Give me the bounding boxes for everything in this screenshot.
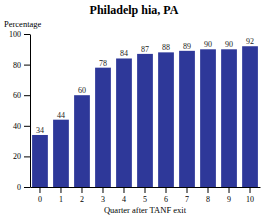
x-tick-label: 1 (59, 195, 63, 204)
data-label: 90 (204, 40, 212, 49)
x-tick: 10 (246, 187, 254, 204)
bar (74, 95, 90, 187)
y-axis: 0 20 40 60 80 100 (9, 30, 31, 192)
y-tick-label: 0 (17, 183, 21, 192)
x-tick-label: 9 (227, 195, 231, 204)
x-tick-mark (229, 187, 230, 193)
y-tick-label: 20 (13, 152, 21, 161)
y-tick-label: 40 (13, 122, 21, 131)
x-tick-mark (102, 187, 103, 193)
x-tick-mark (60, 187, 61, 193)
x-tick-label: 3 (101, 195, 105, 204)
chart: 3444607884878889909092012345678910020406… (0, 0, 268, 219)
data-label: 90 (225, 40, 233, 49)
bar (116, 58, 132, 187)
data-label: 60 (78, 86, 86, 95)
x-tick-label: 10 (246, 195, 254, 204)
y-axis-label: Percentage (4, 19, 42, 29)
x-axis-label: Quarter after TANF exit (104, 205, 187, 215)
bar (221, 49, 237, 187)
x-tick-label: 2 (80, 195, 84, 204)
bar (179, 51, 195, 187)
bar (53, 120, 69, 187)
y-tick-mark (24, 34, 30, 35)
x-tick: 1 (59, 187, 63, 204)
x-tick-label: 8 (206, 195, 210, 204)
data-label: 92 (246, 37, 254, 46)
x-tick-mark (123, 187, 124, 193)
y-tick-mark (24, 65, 30, 66)
y-tick: 60 (13, 91, 30, 100)
data-label: 87 (141, 45, 149, 54)
data-label: 78 (99, 59, 107, 68)
y-tick: 20 (13, 152, 30, 161)
bar (242, 46, 258, 187)
x-tick: 3 (101, 187, 105, 204)
bars (32, 46, 258, 187)
x-tick-label: 4 (122, 195, 126, 204)
plot-area: 3444607884878889909092012345678910020406… (9, 30, 261, 204)
x-tick-mark (250, 187, 251, 193)
bar (95, 68, 111, 187)
x-tick: 7 (185, 187, 189, 204)
data-label: 88 (162, 43, 170, 52)
y-axis-line (30, 35, 31, 188)
x-tick-label: 6 (164, 195, 168, 204)
bar (200, 49, 216, 187)
data-label: 89 (183, 42, 191, 51)
x-tick-mark (187, 187, 188, 193)
x-tick-label: 7 (185, 195, 189, 204)
y-tick-label: 60 (13, 91, 21, 100)
x-tick-mark (145, 187, 146, 193)
y-tick-mark (24, 156, 30, 157)
x-tick-label: 0 (38, 195, 42, 204)
x-tick-mark (39, 187, 40, 193)
bar (137, 54, 153, 187)
y-tick: 40 (13, 122, 30, 131)
data-labels: 34 44 60 78 84 87 88 89 90 90 92 (36, 37, 254, 135)
x-tick: 9 (227, 187, 231, 204)
x-tick-label: 5 (143, 195, 147, 204)
x-tick: 0 (38, 187, 42, 204)
y-tick-label: 80 (13, 61, 21, 70)
x-tick: 6 (164, 187, 168, 204)
y-tick-mark (24, 126, 30, 127)
data-label: 84 (120, 49, 128, 58)
y-tick: 0 (17, 183, 30, 192)
y-tick: 80 (13, 61, 30, 70)
x-tick-mark (81, 187, 82, 193)
bar (158, 52, 174, 187)
x-tick-mark (208, 187, 209, 193)
x-tick: 5 (143, 187, 147, 204)
x-tick-mark (166, 187, 167, 193)
x-axis: 0 1 2 3 4 5 6 7 8 9 10 (31, 187, 261, 204)
bar (32, 135, 48, 187)
y-tick-label: 100 (9, 30, 21, 39)
y-tick: 100 (9, 30, 30, 39)
x-tick: 2 (80, 187, 84, 204)
data-label: 34 (36, 126, 44, 135)
x-tick: 8 (206, 187, 210, 204)
x-tick: 4 (122, 187, 126, 204)
y-tick-mark (24, 187, 30, 188)
y-tick-mark (24, 95, 30, 96)
data-label: 44 (57, 111, 65, 120)
title: Philadelp hia, PA (90, 3, 179, 17)
